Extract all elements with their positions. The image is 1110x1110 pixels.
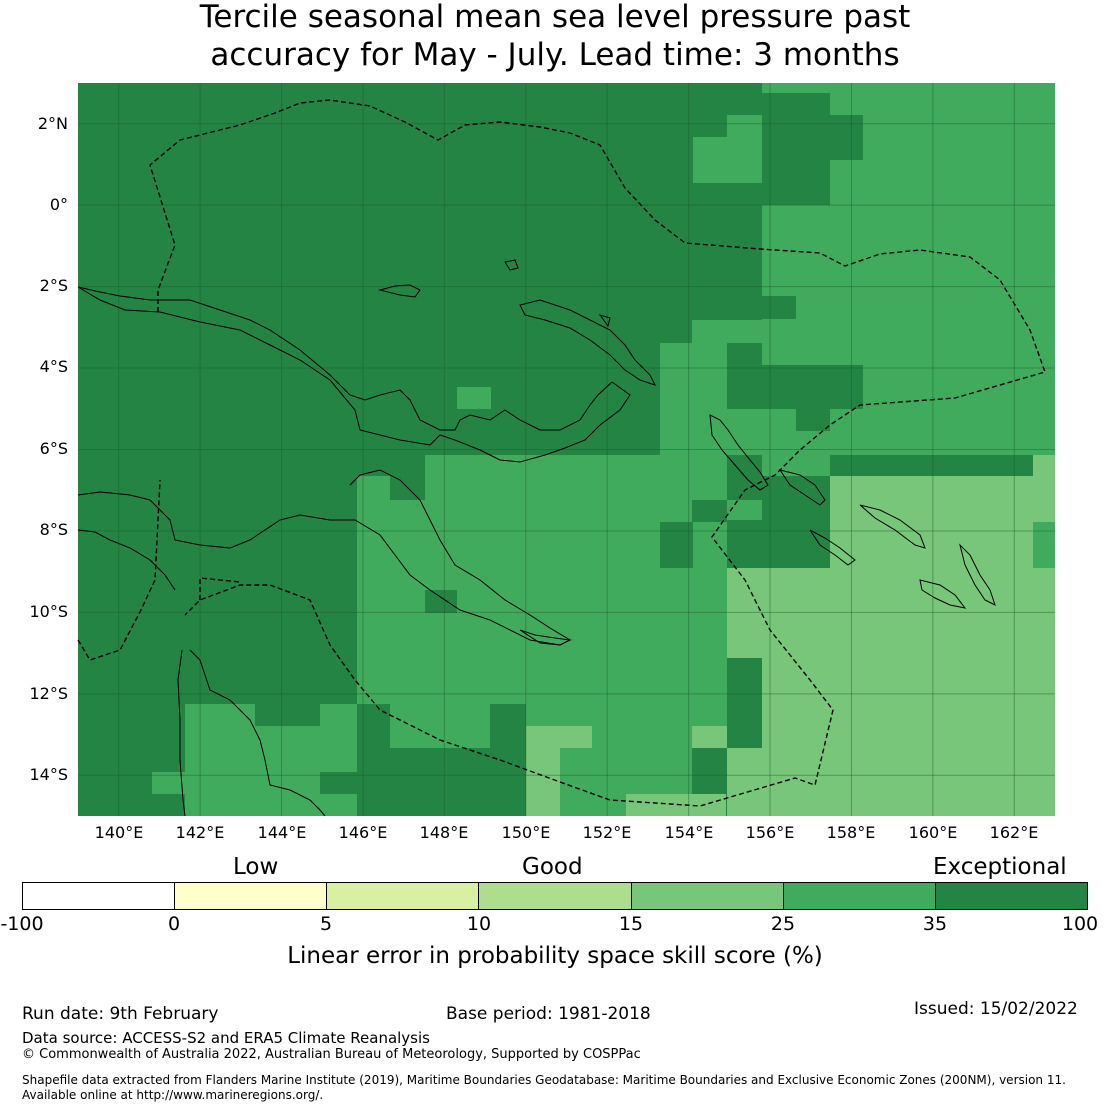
lon-label-150e: 150°E xyxy=(501,823,551,842)
graticule xyxy=(78,83,1055,816)
torres-boundary xyxy=(199,577,241,600)
lon-label-140e: 140°E xyxy=(94,823,144,842)
lat-label-8s: 8°S xyxy=(39,520,68,539)
skill-zone-light xyxy=(727,455,1055,816)
skill-cell-dark-7 xyxy=(660,522,693,568)
skill-cells xyxy=(152,83,1055,816)
cape-york xyxy=(189,649,326,817)
louisiade xyxy=(519,629,572,646)
issued-date: Issued: 15/02/2022 xyxy=(914,999,1078,1019)
skill-cell-dark-10 xyxy=(320,772,389,794)
new-guinea-coast xyxy=(77,286,631,463)
skill-cell-dark-12 xyxy=(762,93,830,205)
skill-cell-light-4 xyxy=(626,794,726,816)
lon-label-160e: 160°E xyxy=(908,823,958,842)
lon-label-162e: 162°E xyxy=(989,823,1039,842)
lon-label-152e: 152°E xyxy=(582,823,632,842)
tick-5: 5 xyxy=(319,913,333,935)
skill-zone-medium-central xyxy=(357,320,830,816)
legend-category-low: Low xyxy=(233,854,279,880)
colorbar-segment-2 xyxy=(326,883,479,909)
skill-cell-dark-4 xyxy=(796,409,830,431)
colorbar-segment-6 xyxy=(934,883,1087,909)
lat-label-2n: 2°N xyxy=(37,114,68,133)
lon-label-154e: 154°E xyxy=(664,823,714,842)
skill-cell-dark-13 xyxy=(830,115,863,160)
solomon-islands-3 xyxy=(809,529,856,566)
lon-label-144e: 144°E xyxy=(257,823,307,842)
map-title-line-2: accuracy for May - July. Lead time: 3 mo… xyxy=(210,37,900,73)
lon-label-142e: 142°E xyxy=(175,823,225,842)
run-date: Run date: 9th February xyxy=(22,1004,219,1024)
lat-label-0: 0° xyxy=(49,195,68,214)
skill-zone-medium-south xyxy=(185,704,357,816)
png-west-boundary xyxy=(77,479,161,661)
copyright-notice: © Commonwealth of Australia 2022, Austra… xyxy=(22,1047,641,1062)
lat-label-14s: 14°S xyxy=(29,765,68,784)
skill-cell-medium-4 xyxy=(152,772,186,794)
skill-cell-medium-1 xyxy=(457,387,491,409)
tick-25: 25 xyxy=(770,913,796,935)
lon-label-158e: 158°E xyxy=(826,823,876,842)
lat-label-2s: 2°S xyxy=(39,276,68,295)
colorbar-segment-0 xyxy=(23,883,175,909)
tick-10: 10 xyxy=(466,913,492,935)
shapefile-credit-line-2: Available online at http://www.marinereg… xyxy=(22,1088,324,1102)
colorbar-label: Linear error in probability space skill … xyxy=(287,943,823,969)
lon-label-146e: 146°E xyxy=(338,823,388,842)
new-britain xyxy=(519,299,656,386)
skill-cell-dark-1 xyxy=(762,296,796,319)
skill-cell-dark-8 xyxy=(526,432,560,455)
legend-category-exceptional: Exceptional xyxy=(933,854,1067,880)
colorbar-segment-5 xyxy=(782,883,935,909)
lat-label-4s: 4°S xyxy=(39,357,68,376)
skill-cell-light-1 xyxy=(526,726,592,748)
eez-boundaries xyxy=(77,99,1046,807)
lat-label-12s: 12°S xyxy=(29,684,68,703)
solomon-islands-4 xyxy=(959,543,996,606)
png-eez-boundary xyxy=(149,99,1046,807)
lat-label-6s: 6°S xyxy=(39,439,68,458)
solomon-islands-5 xyxy=(919,579,967,609)
map-panel xyxy=(77,83,1055,817)
tick-minus-100: -100 xyxy=(0,913,44,935)
tick-15: 15 xyxy=(618,913,644,935)
skill-cell-dark-11 xyxy=(1033,522,1055,568)
skill-cell-light-3 xyxy=(692,726,727,748)
coastlines xyxy=(77,259,996,817)
skill-cell-dark-6 xyxy=(692,500,727,522)
colorbar-segment-3 xyxy=(478,883,631,909)
bougainville xyxy=(709,414,769,491)
skill-cell-light-2 xyxy=(526,748,560,816)
colorbar xyxy=(22,882,1088,910)
lon-label-156e: 156°E xyxy=(745,823,795,842)
tick-0: 0 xyxy=(167,913,181,935)
colorbar-segment-4 xyxy=(630,883,783,909)
shapefile-credit-line-1: Shapefile data extracted from Flanders M… xyxy=(22,1073,1066,1087)
skill-cell-medium-3 xyxy=(727,115,762,160)
southern-coast xyxy=(77,469,572,646)
western-peninsula xyxy=(177,649,186,817)
data-source: Data source: ACCESS-S2 and ERA5 Climate … xyxy=(22,1029,430,1047)
lat-label-10s: 10°S xyxy=(29,602,68,621)
tick-100: 100 xyxy=(1061,913,1099,935)
map-title-line-1: Tercile seasonal mean sea level pressure… xyxy=(199,0,911,35)
colorbar-segment-1 xyxy=(174,883,327,909)
solomon-islands-2 xyxy=(859,504,926,549)
skill-cell-dark-9 xyxy=(425,590,457,613)
western-coast xyxy=(77,529,176,591)
skill-cell-dark-2 xyxy=(727,343,762,365)
islands-north xyxy=(378,259,611,328)
solomon-islands-1 xyxy=(778,469,826,506)
base-period: Base period: 1981-2018 xyxy=(446,1004,651,1024)
skill-cell-dark-3 xyxy=(727,365,863,409)
legend-category-good: Good xyxy=(522,854,583,880)
lon-label-148e: 148°E xyxy=(419,823,469,842)
tick-35: 35 xyxy=(922,913,948,935)
